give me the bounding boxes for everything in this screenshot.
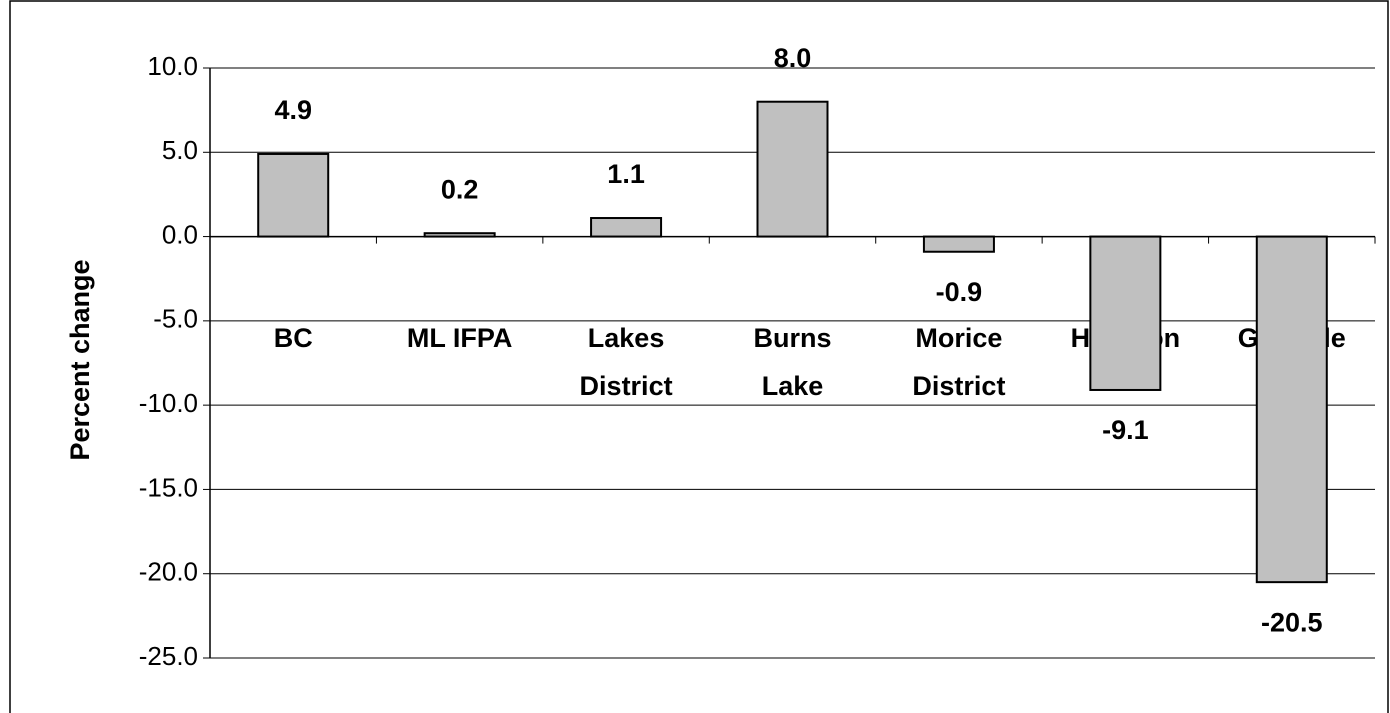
y-tick-label: -10.0: [139, 388, 198, 418]
y-tick-label: -15.0: [139, 472, 198, 502]
data-label: -9.1: [1102, 415, 1149, 445]
data-label: -20.5: [1261, 607, 1323, 637]
x-tick-label: ML IFPA: [407, 323, 513, 353]
y-tick-label: -5.0: [153, 304, 198, 334]
bar: [1089, 235, 1162, 391]
y-tick-label: 10.0: [147, 51, 198, 81]
y-axis-title: Percent change: [65, 259, 95, 460]
bar: [257, 152, 330, 238]
y-tick-label: 0.0: [162, 219, 198, 249]
data-label: -0.9: [936, 277, 983, 307]
x-tick-label: Morice District: [912, 323, 1005, 401]
y-tick-label: -25.0: [139, 641, 198, 671]
data-label: 1.1: [607, 159, 645, 189]
data-label: 8.0: [774, 43, 812, 73]
bar: [1255, 235, 1328, 584]
x-tick-label: Lakes District: [580, 323, 673, 401]
bar: [590, 217, 663, 238]
bar: [756, 100, 829, 238]
x-tick-label: Burns Lake: [753, 323, 831, 401]
data-label: 4.9: [274, 95, 312, 125]
data-label: 0.2: [441, 174, 479, 204]
x-tick-label: BC: [274, 323, 313, 353]
y-tick-label: -20.0: [139, 557, 198, 587]
chart-border: [9, 0, 1389, 713]
y-tick-label: 5.0: [162, 135, 198, 165]
bar: [922, 235, 995, 253]
